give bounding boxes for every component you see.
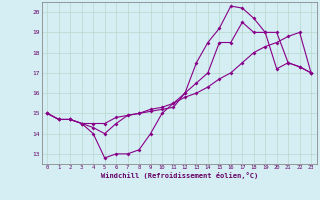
X-axis label: Windchill (Refroidissement éolien,°C): Windchill (Refroidissement éolien,°C) xyxy=(100,172,258,179)
